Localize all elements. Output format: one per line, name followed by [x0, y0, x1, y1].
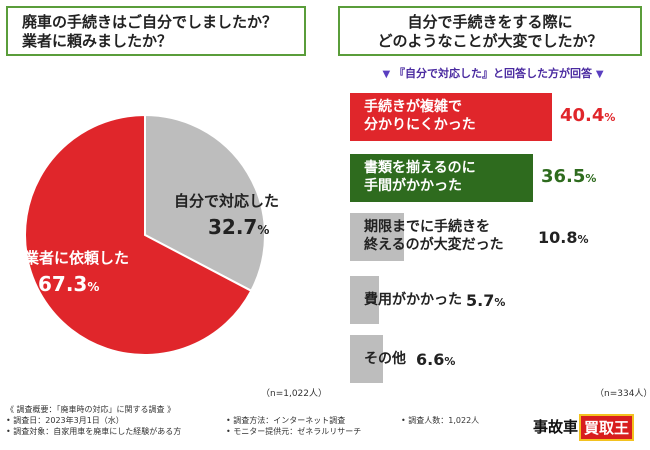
right-title-banner: 自分で手続きをする際に どのようなことが大変でしたか？	[338, 6, 642, 56]
bar-4	[350, 335, 383, 383]
right-subtitle: ▼ 『自分で対応した』と回答した方が回答 ▼	[340, 65, 646, 81]
left-title: 廃車の手続きはご自分でしましたか？ 業者に頼みましたか？	[8, 13, 304, 51]
right-title-line1: 自分で手続きをする際に	[407, 13, 573, 31]
footer-col-1: 《 調査概要：「廃車時の対応」に関する調査 》 • 調査日：2023年3月1日（…	[6, 404, 181, 437]
footer-target: • 調査対象：自家用車を廃車にした経験がある方	[6, 427, 182, 436]
bar-label-0: 手続きが複雑で 分かりにくかった	[364, 99, 476, 133]
pie-label-jibun: 自分で対応した 32.7%	[174, 190, 279, 239]
bar-value-4: 6.6%	[416, 350, 456, 369]
pie-label-gyosha: 業者に依頼した 67.3%	[24, 247, 129, 296]
right-subtitle-text: 『自分で対応した』と回答した方が回答	[394, 67, 592, 80]
logo-text-1: 事故車	[533, 418, 579, 436]
pie-label-gyosha-text: 業者に依頼した	[24, 249, 130, 267]
pie-label-jibun-text: 自分で対応した	[174, 192, 280, 210]
footer-col-2: • 調査方法：インターネット調査 • モニター提供元：ゼネラルリサーチ	[226, 415, 361, 437]
bar-label-3: 費用がかかった	[364, 292, 462, 308]
brand-logo: 事故車 買取王	[533, 414, 643, 441]
bar-label-4: その他	[364, 351, 406, 367]
bar-1	[350, 154, 533, 202]
left-title-line1: 廃車の手続きはご自分でしましたか？	[22, 13, 278, 31]
right-title-line2: どのようなことが大変でしたか？	[377, 32, 603, 50]
footer-count: • 調査人数：1,022人	[401, 416, 480, 425]
footer-method: • 調査方法：インターネット調査	[226, 416, 346, 425]
logo-text-2: 買取王	[579, 414, 635, 441]
triangle-down-icon: ▼	[595, 69, 604, 80]
pie-value-gyosha-unit: %	[87, 280, 100, 294]
footer-date: • 調査日：2023年3月1日（水）	[6, 416, 124, 425]
pie-value-jibun: 32.7%	[208, 215, 279, 239]
pie-value-jibun-number: 32.7	[208, 215, 258, 239]
left-title-banner: 廃車の手続きはご自分でしましたか？ 業者に頼みましたか？	[6, 6, 306, 56]
footer-provider: • モニター提供元：ゼネラルリサーチ	[226, 427, 362, 436]
footer-col-3: • 調査人数：1,022人	[401, 415, 479, 426]
sample-size-left: （n=1,022人）	[261, 389, 328, 399]
footer-survey-title: 《 調査概要：「廃車時の対応」に関する調査 》	[6, 405, 176, 414]
pie-value-gyosha: 67.3%	[38, 272, 129, 296]
bar-value-3: 5.7%	[466, 291, 506, 310]
bar-2	[350, 213, 404, 261]
triangle-down-icon: ▼	[382, 69, 391, 80]
bar-value-2: 10.8%	[538, 228, 589, 247]
sample-size-right: （n=334人）	[595, 389, 650, 399]
bar-3	[350, 276, 379, 324]
bar-value-1: 36.5%	[541, 166, 597, 187]
right-title: 自分で手続きをする際に どのようなことが大変でしたか？	[340, 13, 640, 51]
left-title-line2: 業者に頼みましたか？	[22, 32, 173, 50]
bar-0	[350, 93, 552, 141]
bar-label-1: 書類を揃えるのに 手間がかかった	[364, 160, 476, 194]
bar-value-0: 40.4%	[560, 105, 616, 126]
bar-label-2: 期限までに手続きを 終えるのが大変だった	[364, 219, 504, 253]
pie-slice-gyosha	[24, 113, 253, 356]
pie-value-jibun-unit: %	[257, 223, 270, 237]
pie-value-gyosha-number: 67.3	[38, 272, 88, 296]
pie-slice-jibun	[144, 113, 266, 293]
